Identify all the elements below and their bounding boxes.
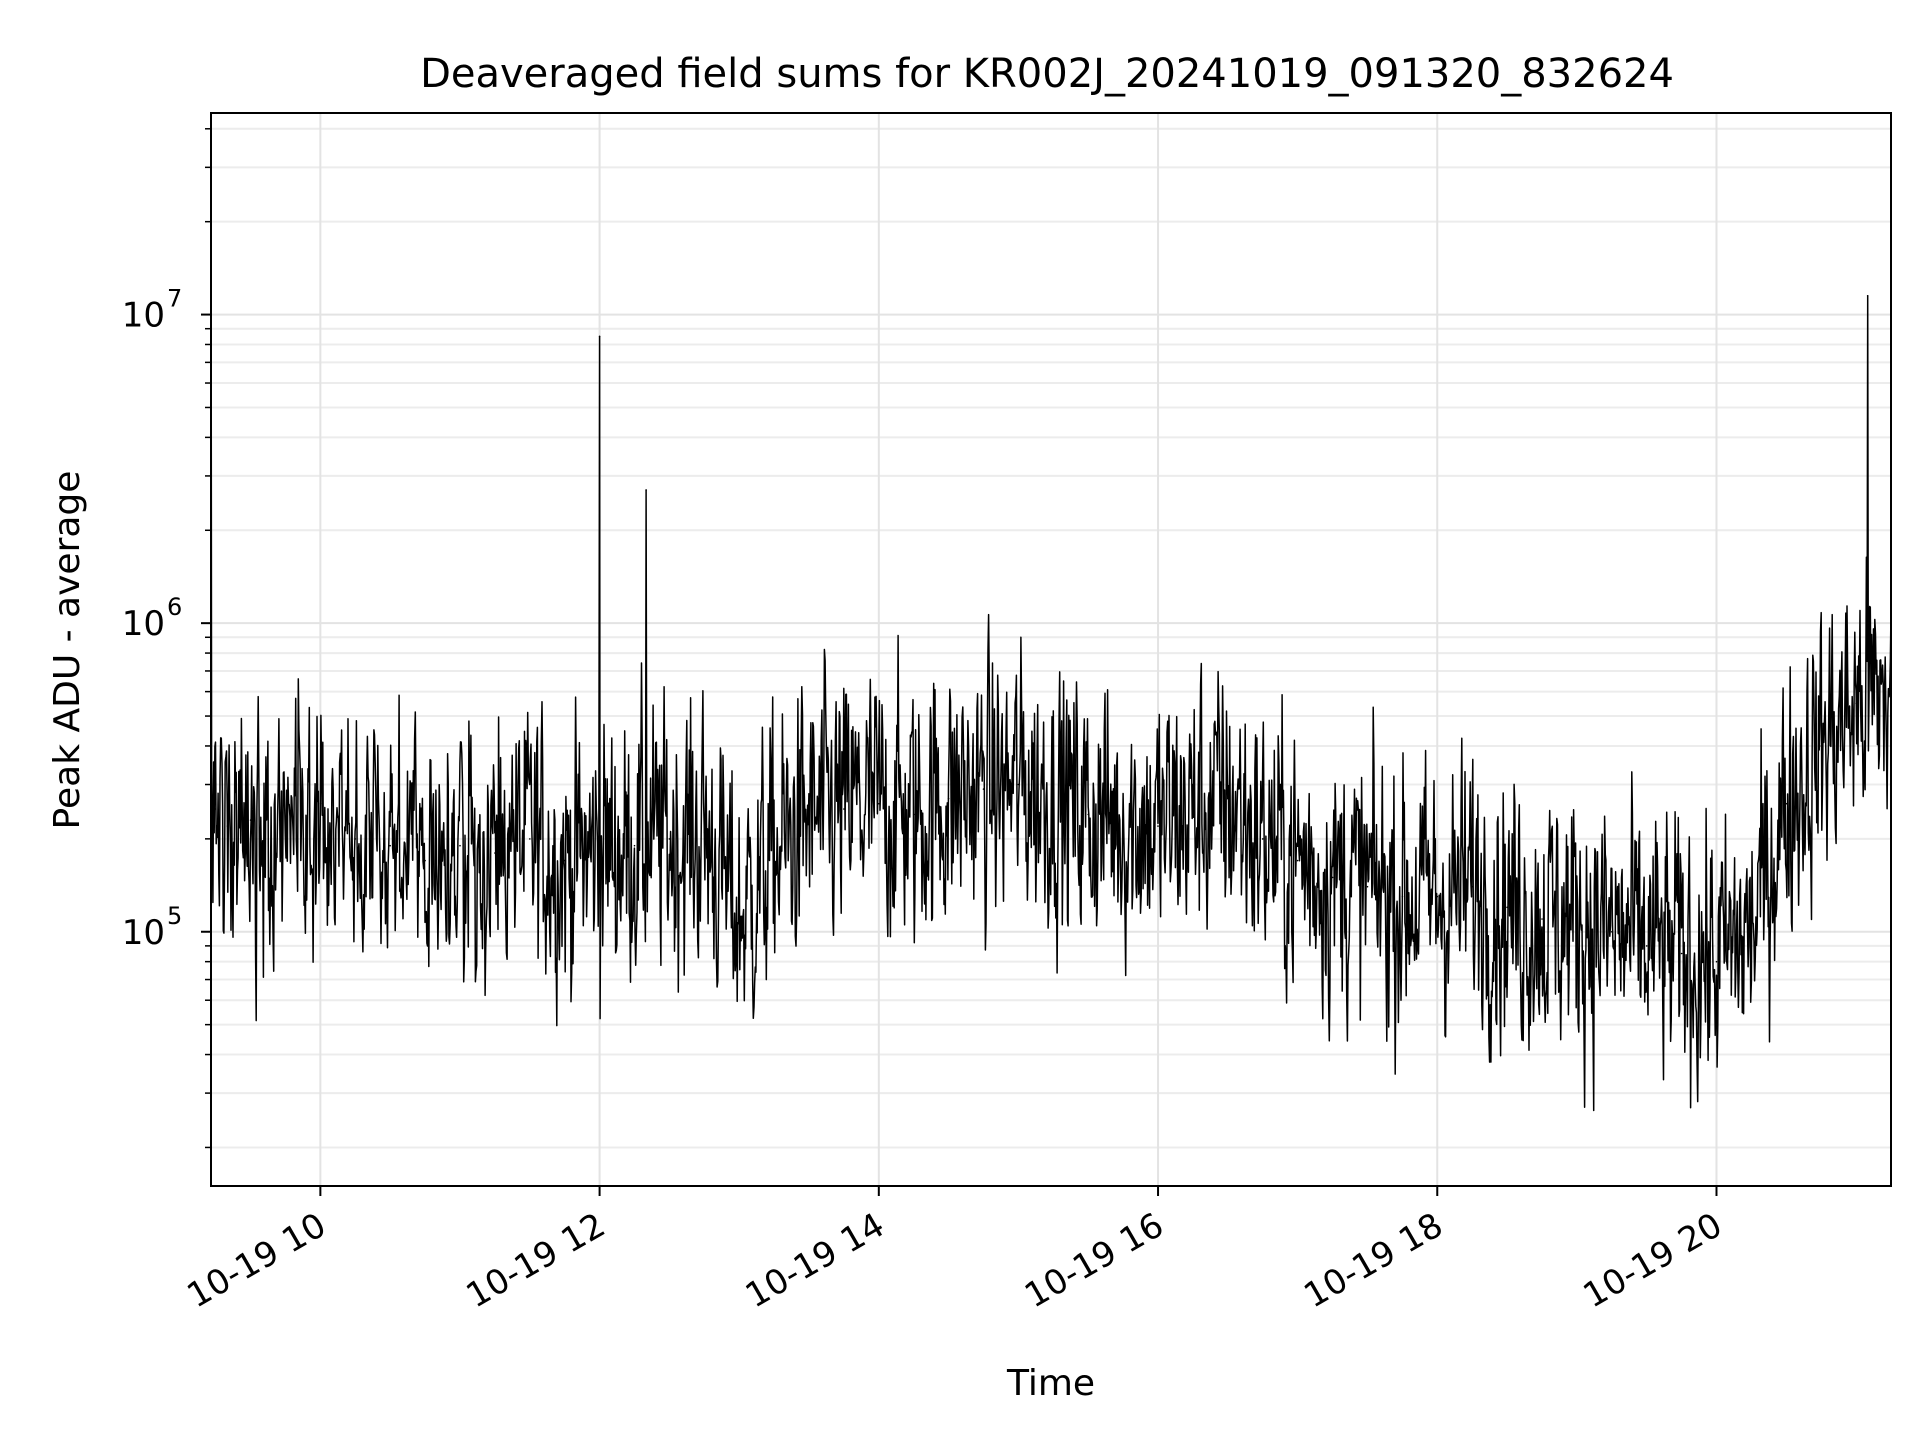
data-point bbox=[1820, 745, 1822, 747]
x-axis-label: Time bbox=[1006, 1363, 1095, 1404]
series-line bbox=[210, 167, 1892, 1112]
series-layer bbox=[210, 166, 1892, 1112]
data-point bbox=[1296, 859, 1299, 862]
data-point bbox=[563, 859, 566, 862]
data-point bbox=[738, 918, 740, 920]
data-point bbox=[1750, 931, 1753, 933]
data-point bbox=[1645, 945, 1648, 947]
plot-frame bbox=[210, 112, 1892, 1187]
data-point bbox=[598, 335, 601, 338]
data-point bbox=[1261, 838, 1264, 840]
data-point bbox=[1506, 906, 1508, 909]
data-point bbox=[912, 813, 915, 816]
data-point bbox=[808, 819, 810, 821]
data-point bbox=[982, 788, 985, 790]
data-point bbox=[843, 808, 845, 810]
y-tick-exponent: 5 bbox=[167, 902, 182, 930]
data-point bbox=[1052, 793, 1055, 795]
data-point bbox=[354, 838, 357, 840]
data-point bbox=[1157, 825, 1159, 827]
data-point bbox=[633, 844, 636, 847]
data-point bbox=[459, 844, 461, 847]
y-tick-exponent: 7 bbox=[167, 285, 182, 313]
data-point bbox=[645, 489, 647, 491]
data-point bbox=[1576, 918, 1578, 920]
plot-background bbox=[211, 113, 1891, 1186]
data-point bbox=[226, 825, 229, 827]
data-point bbox=[389, 844, 392, 847]
y-axis-label: Peak ADU - average bbox=[47, 471, 88, 830]
data-point bbox=[773, 852, 775, 854]
data-point bbox=[668, 838, 671, 840]
data-point bbox=[1192, 808, 1194, 810]
data-point bbox=[1017, 783, 1020, 786]
data-point bbox=[703, 831, 706, 834]
data-point bbox=[1855, 702, 1857, 705]
data-point bbox=[1785, 802, 1788, 805]
data-point bbox=[1471, 885, 1473, 888]
data-point bbox=[249, 819, 252, 821]
y-tick-label: 10 bbox=[122, 296, 165, 336]
data-point bbox=[1436, 895, 1439, 898]
data-point bbox=[1331, 876, 1334, 879]
data-point bbox=[1541, 918, 1543, 920]
y-minor-ticks bbox=[205, 128, 211, 1149]
data-point bbox=[947, 797, 950, 800]
data-point bbox=[1087, 813, 1089, 816]
data-point bbox=[214, 808, 217, 810]
y-tick-label: 10 bbox=[122, 604, 165, 644]
data-point bbox=[1611, 931, 1613, 933]
data-point bbox=[494, 852, 496, 854]
chart-title: Deaveraged field sums for KR002J_2024101… bbox=[420, 51, 1674, 97]
plot-area bbox=[210, 112, 1892, 1187]
data-point bbox=[1227, 797, 1229, 800]
y-tick-exponent: 6 bbox=[167, 593, 182, 621]
data-point bbox=[1680, 952, 1683, 955]
data-point bbox=[1366, 885, 1369, 888]
data-point bbox=[1715, 960, 1718, 963]
data-point bbox=[319, 802, 322, 805]
data-point bbox=[284, 831, 287, 834]
data-point bbox=[1401, 895, 1404, 898]
data-point bbox=[1122, 819, 1124, 821]
data-point bbox=[424, 859, 426, 862]
data-point bbox=[529, 838, 531, 840]
data-point bbox=[878, 802, 880, 805]
minor-gridlines bbox=[211, 127, 1891, 1149]
data-point bbox=[1866, 295, 1869, 297]
y-tick-label: 10 bbox=[122, 913, 165, 953]
